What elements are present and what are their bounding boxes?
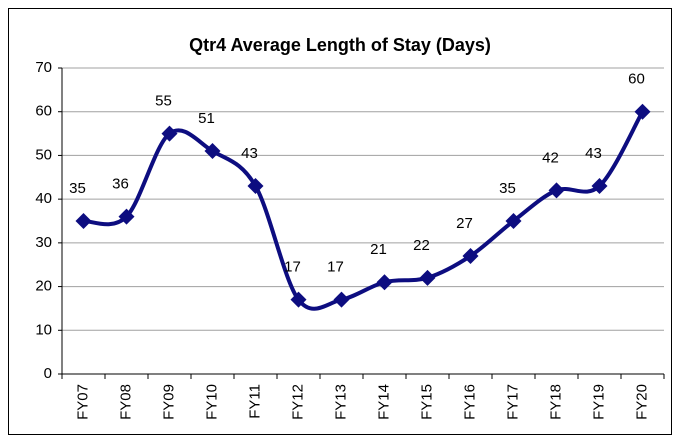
marker: [505, 213, 522, 229]
x-tick-label: FY13: [332, 384, 349, 420]
data-label: 27: [456, 215, 473, 232]
x-tick-label: FY11: [246, 384, 263, 419]
y-tick-label: 30: [35, 234, 52, 251]
marker: [548, 182, 565, 199]
marker: [591, 178, 608, 195]
x-tick-label: FY15: [418, 384, 435, 420]
x-tick-label: FY17: [504, 384, 521, 420]
data-label: 35: [69, 180, 86, 197]
data-label: 60: [628, 71, 645, 88]
marker: [290, 291, 307, 308]
data-label: 22: [413, 237, 430, 254]
x-tick-label: FY07: [74, 384, 91, 420]
marker: [333, 291, 350, 308]
marker: [462, 247, 479, 264]
x-tick-label: FY09: [160, 384, 177, 420]
y-tick-label: 50: [35, 146, 52, 163]
x-tick-label: FY19: [590, 384, 607, 420]
x-tick-label: FY10: [203, 384, 220, 420]
y-tick-label: 40: [35, 190, 52, 207]
marker: [376, 274, 393, 291]
data-label: 43: [585, 145, 602, 162]
y-tick-label: 60: [35, 103, 52, 120]
x-tick-label: FY20: [633, 384, 650, 420]
x-tick-label: FY08: [117, 384, 134, 420]
marker: [204, 143, 221, 160]
data-label: 17: [284, 259, 301, 276]
x-tick-label: FY16: [461, 384, 478, 420]
data-label: 51: [198, 110, 215, 127]
chart-border: [8, 8, 672, 435]
data-label: 55: [155, 93, 172, 110]
y-tick-label: 70: [35, 59, 52, 76]
data-label: 43: [241, 145, 258, 162]
y-tick-label: 0: [44, 365, 52, 382]
data-label: 17: [327, 259, 344, 276]
x-tick-label: FY14: [375, 384, 392, 420]
marker: [634, 103, 651, 120]
marker: [118, 208, 135, 225]
y-tick-label: 10: [35, 321, 52, 338]
marker: [247, 178, 264, 195]
x-tick-label: FY12: [289, 384, 306, 420]
data-label: 21: [370, 241, 387, 258]
data-label: 42: [542, 149, 559, 166]
marker: [419, 269, 436, 286]
x-tick-label: FY18: [547, 384, 564, 420]
data-label: 36: [112, 176, 129, 193]
y-tick-label: 20: [35, 278, 52, 295]
data-label: 35: [499, 180, 516, 197]
chart-title: Qtr4 Average Length of Stay (Days): [189, 35, 491, 55]
marker: [161, 125, 178, 142]
marker: [75, 213, 92, 229]
